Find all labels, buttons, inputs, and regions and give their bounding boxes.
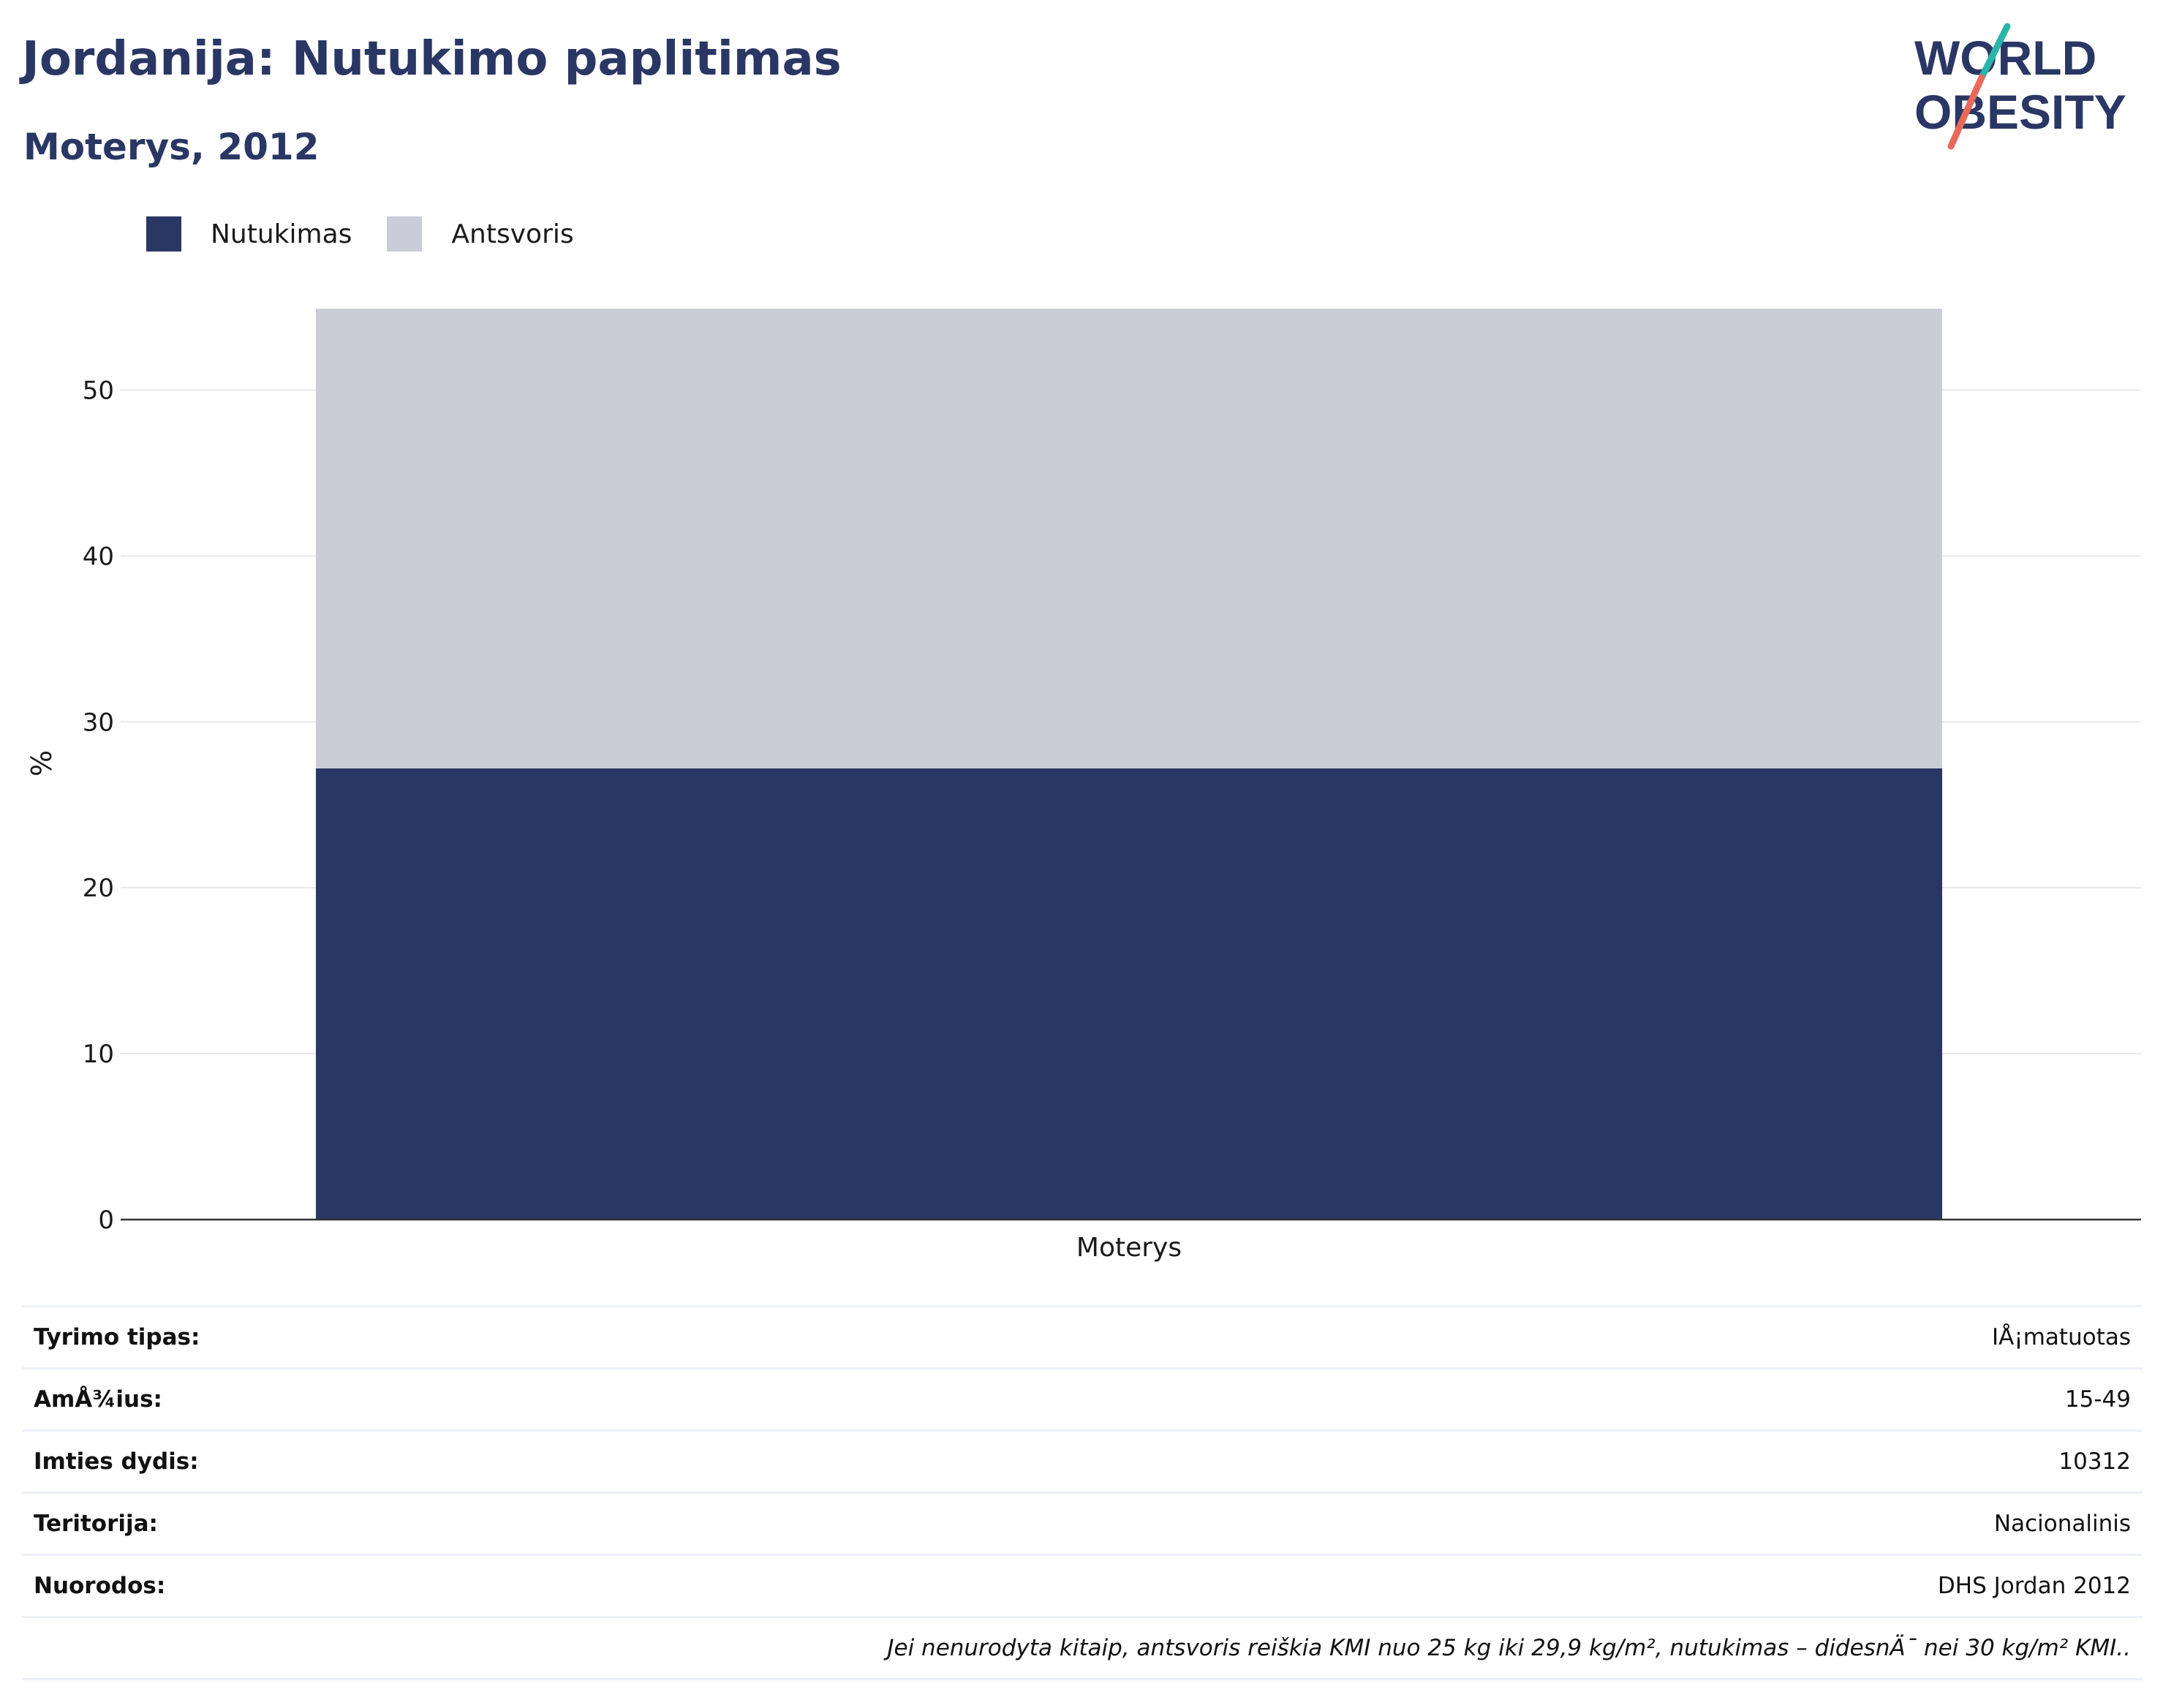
legend-item-overweight[interactable]: Antsvoris (387, 216, 574, 252)
y-axis-label: % (26, 750, 58, 776)
y-tick-label: 0 (98, 1206, 114, 1235)
legend-label-obesity: Nutukimas (211, 219, 352, 249)
y-tick-label: 40 (83, 542, 114, 571)
info-key: Tyrimo tipas: (34, 1324, 200, 1350)
survey-info-table: Tyrimo tipas: IÅ¡matuotas AmÅ¾ius: 15-49… (22, 1305, 2143, 1680)
definition-note-text: Jei nenurodyta kitaip, antsvoris reiškia… (887, 1635, 2131, 1661)
info-key: AmÅ¾ius: (34, 1386, 162, 1413)
legend-label-overweight: Antsvoris (451, 219, 574, 249)
info-value: 10312 (2058, 1448, 2131, 1475)
y-tick-label: 30 (83, 708, 114, 737)
info-value: Nacionalinis (1993, 1511, 2131, 1537)
info-row-sample-size: Imties dydis: 10312 (22, 1429, 2143, 1492)
info-key: Imties dydis: (34, 1448, 199, 1475)
y-tick-label: 10 (83, 1040, 114, 1069)
logo-slash-bottom (1947, 74, 1985, 150)
legend-swatch-overweight (387, 216, 423, 252)
bar-segment-obesity (316, 768, 1942, 1220)
legend-item-obesity[interactable]: Nutukimas (146, 216, 352, 252)
logo-slash-top (1978, 23, 2011, 81)
info-value: IÅ¡matuotas (1991, 1324, 2131, 1350)
page-subtitle: Moterys, 2012 (23, 126, 320, 168)
info-row-references: Nuorodos: DHS Jordan 2012 (22, 1554, 2143, 1616)
info-row-territory: Teritorija: Nacionalinis (22, 1492, 2143, 1554)
page-title: Jordanija: Nutukimo paplitimas (22, 32, 842, 86)
info-row-survey-type: Tyrimo tipas: IÅ¡matuotas (22, 1305, 2143, 1367)
info-value: 15-49 (2064, 1386, 2131, 1413)
legend-swatch-obesity (146, 216, 181, 252)
info-key: Nuorodos: (34, 1573, 166, 1599)
chart-legend: Nutukimas Antsvoris (146, 216, 609, 252)
world-obesity-logo: WORLD OBESITY (1914, 23, 2126, 150)
y-tick-label: 20 (83, 874, 114, 903)
logo-line1: WORLD (1914, 31, 2096, 85)
y-tick-label: 50 (83, 376, 114, 405)
info-row-age: AmÅ¾ius: 15-49 (22, 1367, 2143, 1429)
definition-note: Jei nenurodyta kitaip, antsvoris reiškia… (22, 1616, 2143, 1680)
info-value: DHS Jordan 2012 (1937, 1573, 2131, 1599)
info-key: Teritorija: (34, 1511, 158, 1537)
x-category-label: Moterys (1076, 1233, 1182, 1263)
bar-segment-overweight (316, 309, 1942, 768)
logo-line2: OBESITY (1914, 85, 2126, 139)
stacked-bar-chart: 0 10 20 30 40 50 Moterys% (26, 309, 2141, 1263)
